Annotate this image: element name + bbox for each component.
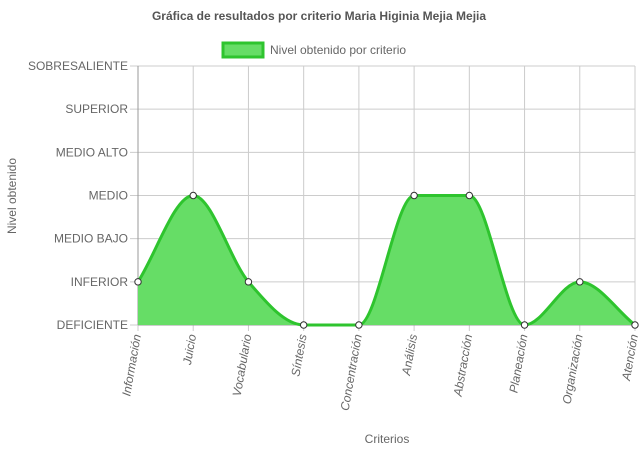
data-point-3[interactable] [299,321,308,329]
x-tick-label: Planeación [506,333,530,394]
series-area [136,193,636,327]
y-tick-label: MEDIO [89,189,128,203]
x-tick-labels: Información Juicio Vocabulario Síntesis Conc… [119,333,639,412]
x-tick-label: Atención [619,333,639,383]
y-tick-label: MEDIO BAJO [54,232,128,246]
y-tick-label: SOBRESALIENTE [28,59,128,73]
legend-label: Nivel obtenido por criterio [270,43,406,57]
x-axis-label: Criterios [365,432,410,446]
series-points [134,191,639,329]
legend-swatch [221,41,265,59]
y-tick-label: MEDIO ALTO [56,145,128,159]
data-point-9[interactable] [631,321,639,329]
data-point-2[interactable] [244,278,253,286]
data-point-8[interactable] [576,278,584,286]
data-point-4[interactable] [355,321,363,329]
legend[interactable]: Nivel obtenido por criterio [221,41,406,59]
x-tick-label: Síntesis [288,333,309,377]
data-point-5[interactable] [410,191,418,200]
x-tick-label: Vocabulario [230,333,255,398]
data-point-7[interactable] [520,321,529,329]
x-tick-label: Análisis [399,333,420,377]
x-tick-label: Concentración [338,333,365,412]
y-tick-labels: DEFICIENTE INFERIOR MEDIO BAJO MEDIO MEDIO A… [28,59,128,332]
chart-title: Gráfica de resultados por criterio Maria… [152,9,486,23]
y-tick-label: SUPERIOR [65,102,128,116]
x-tick-label: Organización [560,333,586,405]
x-tick-label: Juicio [180,333,199,367]
data-point-0[interactable] [134,278,142,286]
y-tick-label: INFERIOR [71,275,129,289]
x-tick-label: Abstracción [450,333,475,398]
data-point-6[interactable] [465,191,474,200]
data-point-1[interactable] [189,191,197,200]
y-axis-label: Nivel obtenido [5,158,19,234]
series-line [136,193,636,327]
x-tick-label: Información [119,333,144,397]
y-tick-label: DEFICIENTE [57,318,128,332]
